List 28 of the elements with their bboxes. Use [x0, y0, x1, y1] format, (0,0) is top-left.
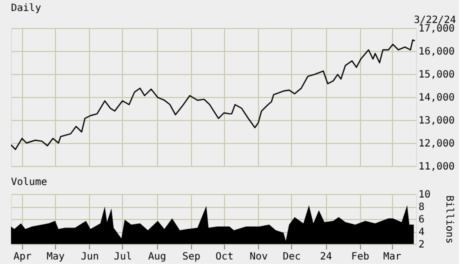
y-tick-label: 14,000: [418, 92, 455, 104]
x-tick-label: Aug: [148, 252, 166, 262]
y-tick-label: 6: [418, 214, 425, 226]
x-tick-label: Mar: [383, 252, 402, 262]
y-tick-label: 13,000: [418, 116, 455, 126]
y-tick-label: 15,000: [418, 70, 455, 80]
chart-title: Volume: [11, 177, 48, 188]
y-tick-label: 11,000: [418, 162, 455, 172]
x-tick-label: Sep: [182, 252, 200, 262]
y-tick-label: 8: [418, 202, 425, 213]
x-tick-label: 24: [320, 252, 332, 262]
y-tick-label: 4: [418, 227, 425, 238]
x-tick-label: Dec: [282, 252, 301, 262]
y-tick-label: 2: [418, 240, 425, 250]
line-series: [11, 39, 416, 150]
y-tick-label: 16,000: [418, 46, 455, 58]
y-axis-title: Billions: [444, 195, 455, 244]
y-tick-label: 10: [418, 190, 431, 200]
x-tick-label: Apr: [14, 252, 32, 262]
x-tick-label: Feb: [351, 252, 370, 262]
x-tick-label: Oct: [215, 252, 234, 262]
y-tick-label: 12,000: [418, 138, 455, 150]
chart-title: Daily: [11, 3, 42, 14]
y-tick-label: 17,000: [418, 24, 455, 34]
x-tick-label: Jul: [114, 252, 132, 262]
x-tick-label: Jun: [80, 252, 99, 262]
x-tick-label: May: [46, 252, 65, 262]
x-tick-label: Nov: [250, 252, 268, 262]
